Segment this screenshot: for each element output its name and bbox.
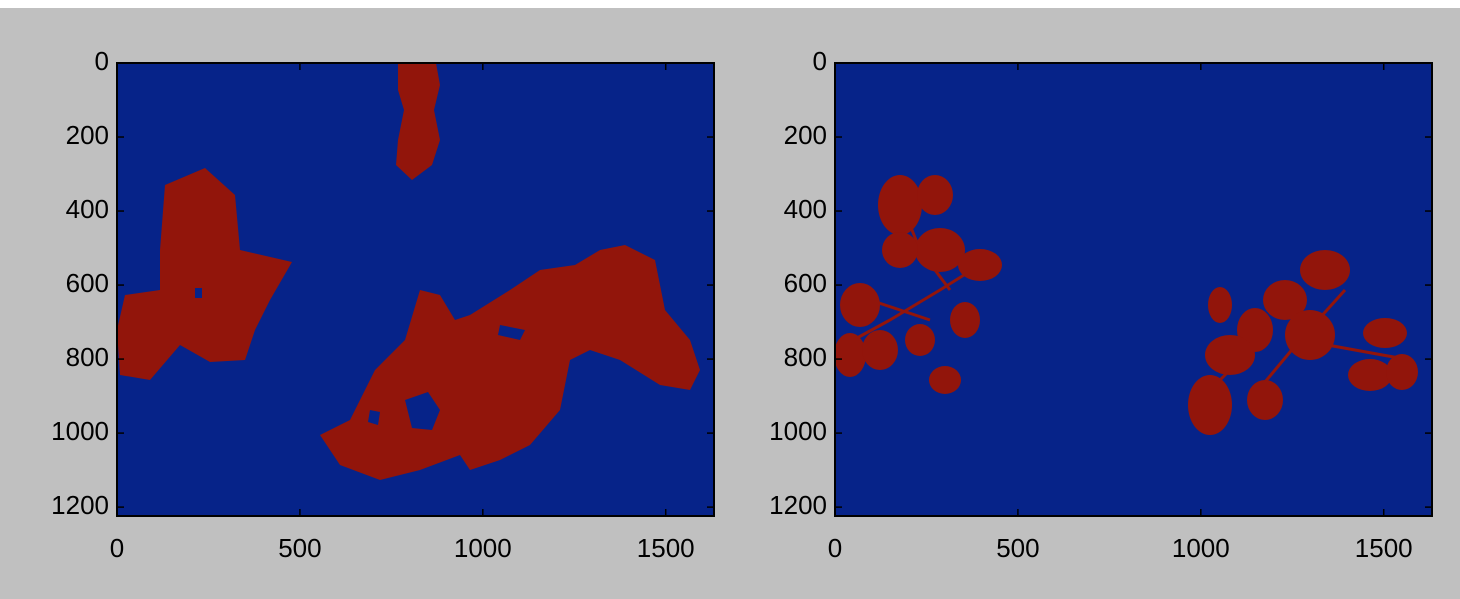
leaf: [958, 249, 1002, 281]
y-tick-label: 1200: [51, 490, 109, 520]
leaf: [1208, 287, 1232, 323]
top-strip: [0, 0, 1460, 8]
x-tick-label: 1000: [454, 533, 512, 563]
y-tick-label: 600: [66, 268, 109, 298]
leaf: [929, 366, 961, 394]
leaf: [950, 302, 980, 338]
y-tick-label: 0: [813, 46, 827, 76]
y-tick-label: 1200: [769, 490, 827, 520]
leaf: [834, 333, 866, 377]
x-tick-label: 1500: [1355, 533, 1413, 563]
leaf: [840, 283, 880, 327]
leaf: [1205, 335, 1255, 375]
leaf: [1285, 310, 1335, 360]
y-tick-label: 1000: [769, 416, 827, 446]
mask-hole: [195, 288, 202, 298]
y-tick-label: 600: [784, 268, 827, 298]
x-tick-label: 0: [110, 533, 124, 563]
leaf: [1363, 318, 1407, 348]
leaf: [862, 330, 898, 370]
leaf: [905, 324, 935, 356]
leaf: [917, 175, 953, 215]
y-tick-label: 1000: [51, 416, 109, 446]
x-tick-label: 1500: [637, 533, 695, 563]
y-tick-label: 800: [66, 342, 109, 372]
y-tick-label: 0: [95, 46, 109, 76]
y-tick-label: 200: [66, 120, 109, 150]
figure: 0 500 1000 1500 0 200 400 600 800 1000 1200: [0, 0, 1460, 599]
x-tick-label: 0: [828, 533, 842, 563]
leaf: [1247, 380, 1283, 420]
leaf: [1300, 250, 1350, 290]
panel-right: 0 500 1000 1500 0 200 400 600 800 1000 1200: [769, 46, 1432, 563]
leaf: [1386, 354, 1418, 390]
image-background: [835, 63, 1432, 516]
y-tick-label: 200: [784, 120, 827, 150]
page: 0 500 1000 1500 0 200 400 600 800 1000 1200: [0, 0, 1460, 599]
panel-left: 0 500 1000 1500 0 200 400 600 800 1000 1200: [51, 46, 714, 563]
y-tick-label: 800: [784, 342, 827, 372]
leaf: [1348, 359, 1392, 391]
y-tick-label: 400: [784, 194, 827, 224]
x-tick-label: 500: [278, 533, 321, 563]
x-tick-label: 500: [996, 533, 1039, 563]
x-tick-label: 1000: [1172, 533, 1230, 563]
leaf: [1188, 375, 1232, 435]
y-tick-label: 400: [66, 194, 109, 224]
leaf: [882, 232, 918, 268]
leaf: [915, 228, 965, 272]
leaf: [878, 175, 922, 235]
